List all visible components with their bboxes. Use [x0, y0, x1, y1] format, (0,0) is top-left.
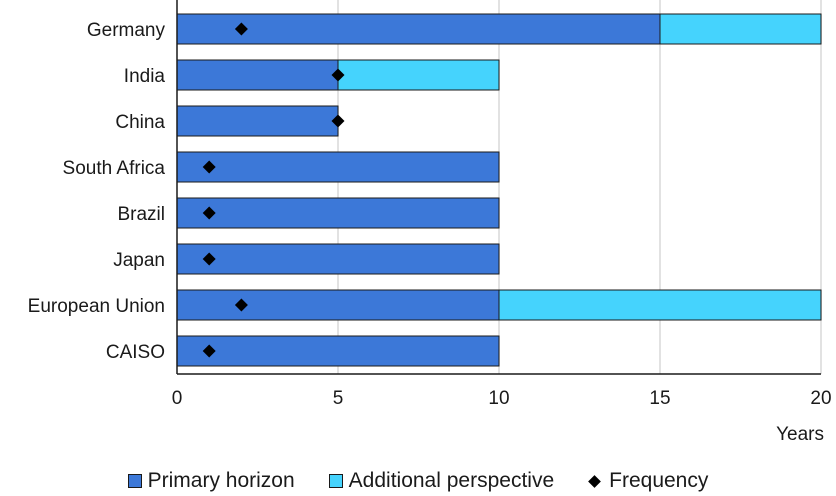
category-label-south-africa: South Africa [63, 158, 166, 179]
legend-label-additional-perspective: Additional perspective [348, 469, 555, 492]
legend-label-primary-horizon: Primary horizon [147, 469, 295, 492]
legend-item-primary-horizon: Primary horizon [127, 469, 295, 493]
marker-brazil-frequency [202, 206, 216, 220]
legend-label-frequency: Frequency [609, 469, 709, 492]
diamond-icon [588, 474, 602, 488]
bar-european-union-primary-horizon [176, 289, 500, 321]
legend-swatch-primary-horizon [127, 474, 142, 488]
bar-china-primary-horizon [176, 105, 339, 137]
x-tick-label-10: 10 [488, 388, 509, 409]
category-label-germany: Germany [87, 20, 166, 41]
bar-caiso-primary-horizon [176, 335, 500, 367]
bars [176, 13, 822, 367]
bar-germany-additional-perspective [659, 13, 822, 45]
category-label-china: China [115, 112, 165, 133]
bar-germany-primary-horizon [176, 13, 661, 45]
bar-brazil-primary-horizon [176, 197, 500, 229]
category-label-japan: Japan [113, 250, 165, 271]
marker-japan-frequency [202, 252, 216, 266]
bar-european-union-additional-perspective [498, 289, 822, 321]
tick-labels: 0 5 10 15 20 [172, 388, 832, 409]
chart-canvas: Germany India China South Africa Brazil Japan… [28, 0, 832, 445]
legend-item-frequency: Frequency [588, 469, 708, 493]
bar-japan-primary-horizon [176, 243, 500, 275]
marker-germany-frequency [234, 22, 248, 36]
bar-south-africa-primary-horizon [176, 151, 500, 183]
axes [176, 0, 821, 375]
marker-india-frequency [331, 68, 345, 82]
x-tick-label-20: 20 [810, 388, 831, 409]
frequency-markers [202, 22, 345, 358]
bar-india-primary-horizon [176, 59, 339, 91]
x-tick-label-15: 15 [649, 388, 670, 409]
category-label-brazil: Brazil [117, 204, 165, 225]
category-label-caiso: CAISO [106, 342, 165, 363]
x-tick-label-0: 0 [172, 388, 183, 409]
category-label-european-union: European Union [28, 296, 165, 317]
legend-swatch-additional-perspective [328, 474, 343, 488]
marker-caiso-frequency [202, 344, 216, 358]
legend: Primary horizon Additional perspective F… [0, 466, 836, 496]
legend-item-additional-perspective: Additional perspective [328, 469, 555, 493]
marker-european-union-frequency [234, 298, 248, 312]
category-label-india: India [124, 66, 166, 87]
bar-india-additional-perspective [337, 59, 500, 91]
marker-china-frequency [331, 114, 345, 128]
marker-south-africa-frequency [202, 160, 216, 174]
x-tick-label-5: 5 [333, 388, 344, 409]
x-axis-title: Years [776, 424, 824, 445]
category-labels: Germany India China South Africa Brazil Japan… [28, 20, 166, 363]
